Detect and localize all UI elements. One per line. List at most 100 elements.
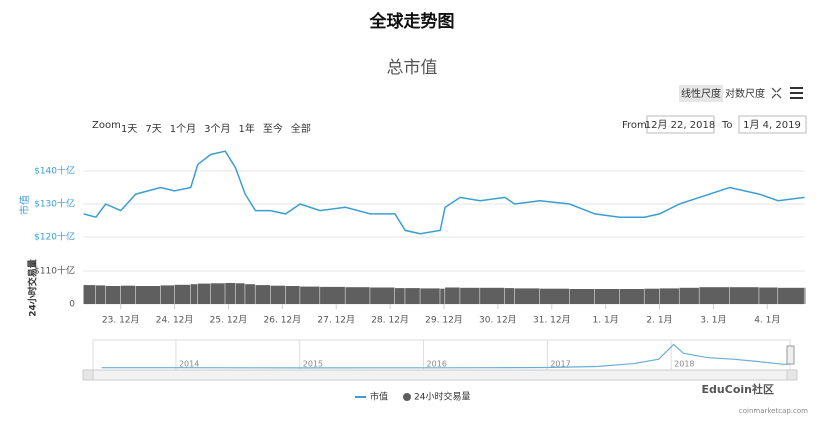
to-label: To xyxy=(721,120,733,131)
y-tick-label: $140十亿 xyxy=(34,165,75,177)
zoom-label: Zoom xyxy=(92,120,121,131)
volume-bar xyxy=(225,283,235,304)
x-tick-label: 31. 12月 xyxy=(533,315,571,326)
volume-bar xyxy=(539,288,570,304)
navigator-handle[interactable] xyxy=(786,345,795,365)
volume-bar xyxy=(679,287,699,304)
volume-bar xyxy=(370,287,395,304)
legend-label: 24小时交易量 xyxy=(414,391,470,403)
zoom-button[interactable]: 全部 xyxy=(290,124,311,135)
volume-bar xyxy=(420,288,440,304)
y-tick-label: $120十亿 xyxy=(34,231,75,243)
zoom-button[interactable]: 1天 xyxy=(121,124,138,135)
x-tick-label: 27. 12月 xyxy=(317,315,355,326)
series-line xyxy=(83,150,805,235)
navigator-tick-label: 2018 xyxy=(674,360,694,369)
zoom-button[interactable]: 7天 xyxy=(145,124,162,135)
y-axis-label: 24小时交易量 xyxy=(27,259,39,317)
x-tick-label: 26. 12月 xyxy=(264,315,302,326)
volume-bar xyxy=(445,287,460,304)
menu-icon[interactable] xyxy=(790,87,803,99)
volume-bar xyxy=(235,283,245,304)
volume-bar xyxy=(270,285,286,304)
chart-title: 总市值 xyxy=(387,58,438,78)
from-input[interactable] xyxy=(646,115,715,134)
volume-bar xyxy=(105,286,121,304)
volume-bar xyxy=(320,286,345,304)
volume-bar xyxy=(619,289,644,304)
volume-bar xyxy=(160,285,175,304)
volume-bar xyxy=(83,285,96,304)
navigator-tick-label: 2016 xyxy=(427,360,447,369)
volume-bar xyxy=(95,285,106,304)
from-label: From xyxy=(622,120,647,131)
x-tick-label: 28. 12月 xyxy=(371,315,409,326)
scale-button[interactable]: 线性尺度 xyxy=(681,87,721,100)
x-tick-label: 25. 12月 xyxy=(210,315,248,326)
navigator-line xyxy=(101,343,791,369)
to-input[interactable] xyxy=(738,115,807,134)
navigator-tick-label: 2017 xyxy=(550,360,570,369)
fullscreen-icon[interactable] xyxy=(771,87,782,99)
volume-bar xyxy=(285,286,300,304)
x-tick-label: 3. 1月 xyxy=(700,315,726,326)
scale-button-bg xyxy=(679,85,723,102)
x-tick-label: 2. 1月 xyxy=(646,315,672,326)
legend-label: 市值 xyxy=(370,391,388,403)
x-tick-label: 30. 12月 xyxy=(479,315,517,326)
source: coinmarketcap.com xyxy=(739,407,808,415)
volume-bar xyxy=(569,289,595,304)
volume-bar xyxy=(174,284,191,304)
scroll-right[interactable] xyxy=(786,369,798,381)
zoom-buttons: 1天 7天 1个月 3个月 1年 至今 全部 xyxy=(118,117,316,138)
to-value: 1月 4, 2019 xyxy=(743,119,801,131)
volume-bar xyxy=(135,286,161,304)
x-tick-label: 24. 12月 xyxy=(156,315,194,326)
volume-bar xyxy=(759,287,778,304)
scrollbar[interactable] xyxy=(82,369,798,381)
zoom-button[interactable]: 至今 xyxy=(262,124,283,135)
zoom-button[interactable]: 1个月 xyxy=(169,124,197,135)
volume-bar xyxy=(255,285,271,304)
volume-bar xyxy=(504,288,515,304)
page-title: 全球走势图 xyxy=(369,11,455,32)
from-value: 12月 22, 2018 xyxy=(645,119,715,131)
scroll-left[interactable] xyxy=(82,369,94,381)
zoom-button[interactable]: 1年 xyxy=(238,124,255,135)
y-tick-label: $130十亿 xyxy=(34,198,75,210)
volume-bar xyxy=(729,287,759,304)
navigator-tick-label: 2015 xyxy=(303,360,323,369)
volume-bar xyxy=(440,288,445,304)
volume-bar xyxy=(394,288,405,304)
navigator-tick-label: 2014 xyxy=(179,360,199,369)
volume-bar xyxy=(778,287,804,304)
y-tick-label: 0 xyxy=(69,300,75,310)
volume-bar xyxy=(190,284,198,304)
volume-bar xyxy=(120,285,136,304)
volume-bar xyxy=(245,284,255,304)
volume-bar xyxy=(594,289,620,304)
scale-button[interactable]: 对数尺度 xyxy=(725,87,765,100)
x-tick-label: 29. 12月 xyxy=(425,315,463,326)
volume-bar xyxy=(405,288,420,304)
watermark: EduCoin社区 xyxy=(702,382,774,396)
volume-bar xyxy=(659,288,679,304)
volume-bar xyxy=(514,288,540,304)
volume-bar xyxy=(460,287,480,304)
x-tick-label: 23. 12月 xyxy=(102,315,140,326)
volume-bar xyxy=(345,287,370,304)
legend-marker xyxy=(403,393,411,401)
zoom-button[interactable]: 3个月 xyxy=(204,124,231,135)
volume-bar xyxy=(699,287,730,304)
volume-bar xyxy=(804,287,806,304)
volume-bar xyxy=(480,287,505,304)
volume-bar xyxy=(197,283,211,304)
volume-bar xyxy=(644,288,660,304)
y-tick-label: $110十亿 xyxy=(34,265,75,277)
volume-bar xyxy=(300,286,320,304)
x-tick-label: 4. 1月 xyxy=(754,315,780,326)
volume-bar xyxy=(210,283,225,304)
x-tick-label: 1. 1月 xyxy=(593,315,619,326)
